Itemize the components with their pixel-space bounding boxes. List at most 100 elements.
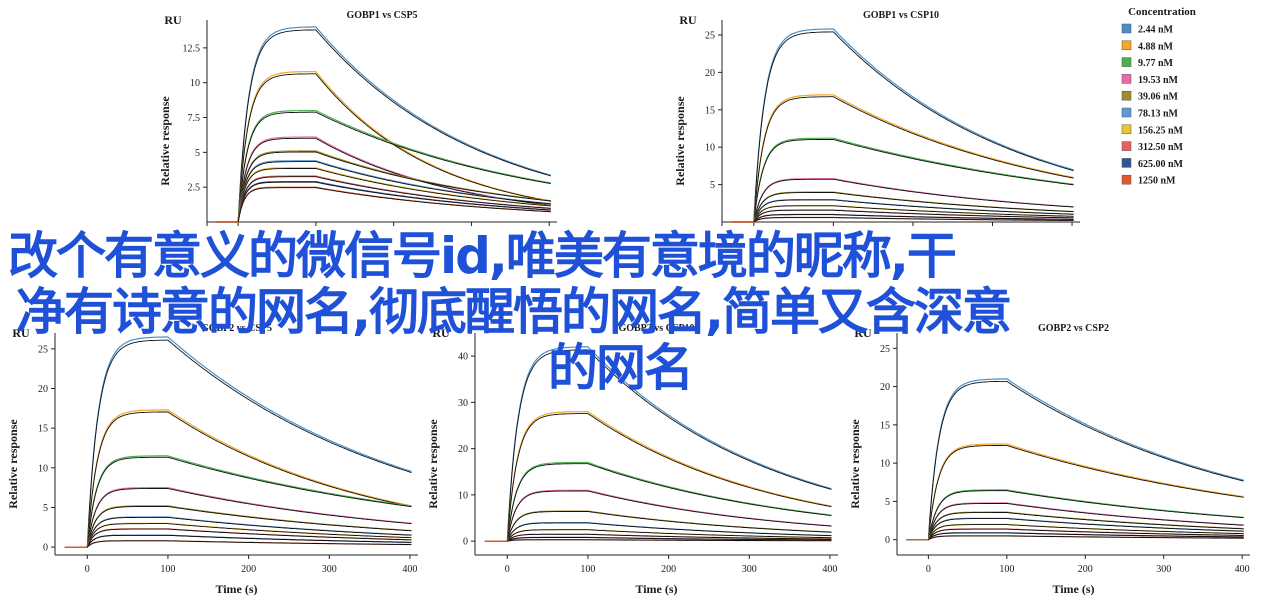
panel-title: GOBP1 vs CSP10 (863, 10, 939, 21)
y-tick-label: 5 (195, 148, 200, 159)
fit-line-9 (928, 532, 1244, 541)
fit-line-8 (507, 533, 832, 542)
fit-line-8 (753, 209, 1074, 223)
series-line-3 (216, 109, 551, 223)
fit-line-2 (927, 444, 1244, 540)
fit-line-3 (927, 490, 1244, 540)
unit-label: RU (164, 13, 182, 27)
fit-line-7 (753, 205, 1074, 223)
y-tick-label: 7.5 (188, 113, 201, 124)
series-line-1 (731, 28, 1074, 223)
chart-panel-3: GOBP2 vs CSP5 RU 0 5 10 15 20 25 0 100 200 300 400 Re… (6, 323, 418, 596)
fit-line-9 (507, 537, 832, 542)
fit-line-5 (753, 192, 1074, 223)
x-axis-label: Time (s) (215, 582, 257, 596)
y-tick-label: 5 (710, 180, 715, 191)
y-tick-label: 5 (885, 497, 890, 508)
x-tick-label: 0 (505, 564, 510, 575)
y-tick-label: 15 (705, 105, 715, 116)
y-tick-label: 20 (880, 382, 890, 393)
y-axis-label: Relative response (848, 419, 862, 509)
fit-line-7 (506, 529, 832, 542)
x-tick-label: 100 (160, 564, 175, 575)
fit-line-6 (506, 522, 832, 542)
series-line-1 (906, 378, 1244, 541)
panel-title: GOBP2 vs CSP5 (201, 323, 272, 334)
fit-line-10 (507, 539, 832, 542)
y-tick-label: 0 (43, 543, 48, 554)
x-tick-label: 400 (822, 564, 837, 575)
chart-panel-2: GOBP1 vs CSP10 RU 5 10 15 20 25 Relative respon… (673, 10, 1080, 226)
x-tick-label: 0 (85, 564, 90, 575)
y-tick-label: 15 (880, 420, 890, 431)
fit-line-1 (927, 380, 1244, 540)
fit-line-9 (86, 534, 412, 548)
fit-line-1 (86, 339, 412, 548)
panel-title: GOBP2 vs CSP10 (618, 323, 694, 334)
x-axis-label: Time (s) (1052, 582, 1094, 596)
y-axis-label: Relative response (6, 419, 20, 509)
fit-line-3 (506, 463, 832, 542)
fit-line-1 (237, 29, 551, 223)
y-tick-label: 10 (705, 143, 715, 154)
series-line-3 (64, 455, 412, 548)
y-axis-label: Relative response (426, 419, 440, 509)
legend-title: Concentration (1128, 6, 1196, 18)
fit-line-9 (237, 181, 551, 223)
x-tick-label: 100 (580, 564, 595, 575)
legend-entry-3: 9.77 nM (1138, 58, 1174, 69)
legend-entry-9: 625.00 nM (1138, 159, 1184, 170)
fit-line-6 (86, 516, 412, 548)
x-tick-label: 200 (241, 564, 256, 575)
x-tick-label: 100 (999, 564, 1014, 575)
fit-line-4 (506, 490, 832, 542)
fit-line-3 (237, 111, 551, 223)
fit-line-6 (237, 161, 551, 223)
fit-line-4 (927, 503, 1244, 540)
legend-entry-4: 19.53 nM (1138, 75, 1179, 86)
legend-swatch-5 (1121, 90, 1132, 101)
y-axis-label: Relative response (673, 96, 687, 186)
fit-line-10 (928, 535, 1244, 541)
fit-line-2 (86, 411, 412, 548)
fit-line-3 (86, 456, 412, 548)
x-tick-label: 400 (402, 564, 417, 575)
y-tick-label: 0 (885, 535, 890, 546)
fit-line-4 (753, 178, 1074, 223)
panel-title: GOBP2 vs CSP2 (1038, 323, 1109, 334)
legend-entry-8: 312.50 nM (1138, 142, 1184, 153)
series-line-1 (216, 26, 551, 223)
chart-panel-5: GOBP2 vs CSP2 RU 0 5 10 15 20 25 0 100 200 300 400 Re… (848, 323, 1250, 596)
y-tick-label: 10 (880, 459, 890, 470)
fit-line-5 (927, 512, 1244, 540)
legend-swatch-10 (1121, 174, 1132, 185)
y-tick-label: 5 (43, 503, 48, 514)
y-tick-label: 15 (38, 424, 48, 435)
series-line-1 (484, 346, 832, 542)
fit-line-7 (86, 523, 412, 548)
legend-swatch-7 (1121, 124, 1132, 135)
y-tick-label: 20 (458, 444, 468, 455)
unit-label: RU (432, 326, 450, 340)
legend-entry-7: 156.25 nM (1138, 125, 1184, 136)
legend-entry-10: 1250 nM (1138, 176, 1176, 187)
y-tick-label: 25 (38, 344, 48, 355)
fit-line-3 (753, 139, 1074, 223)
fit-line-5 (237, 151, 551, 223)
fit-line-4 (86, 488, 412, 548)
fit-line-6 (753, 199, 1074, 223)
y-tick-label: 10 (38, 463, 48, 474)
legend: Concentration 2.44 nM 4.88 nM 9.77 nM 19.53 … (1121, 6, 1196, 187)
x-tick-label: 300 (742, 564, 757, 575)
fit-line-10 (237, 187, 551, 223)
x-tick-label: 0 (926, 564, 931, 575)
fit-line-10 (87, 540, 412, 548)
series-line-2 (906, 443, 1244, 541)
y-tick-label: 25 (705, 30, 715, 41)
chart-panel-1: GOBP1 vs CSP5 RU 2.5 5 7.5 10 12.5 Relative res… (158, 10, 557, 226)
x-tick-label: 200 (1078, 564, 1093, 575)
legend-swatch-8 (1121, 141, 1132, 151)
x-tick-label: 200 (661, 564, 676, 575)
